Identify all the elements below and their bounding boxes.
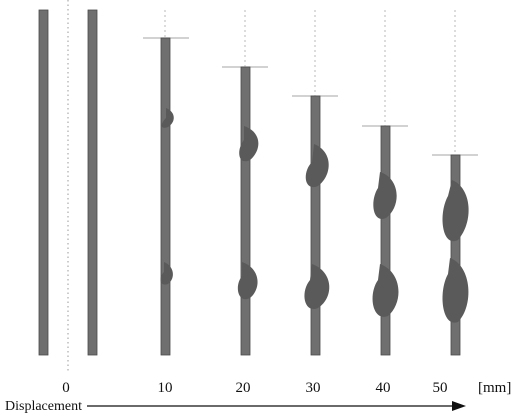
- tick-label-10: 10: [158, 380, 173, 396]
- column-30mm: [292, 10, 338, 356]
- displacement-arrow-head: [452, 401, 466, 411]
- tick-label-20: 20: [236, 380, 251, 396]
- axis-title: Displacement: [5, 399, 82, 414]
- reference-column: [38, 9, 49, 356]
- column-0mm: [87, 9, 98, 356]
- column-10mm: [143, 10, 189, 356]
- tick-label-0: 0: [62, 380, 70, 396]
- column-40mm: [362, 10, 408, 356]
- tick-label-40: 40: [376, 380, 391, 396]
- column-50mm: [432, 10, 478, 356]
- tick-label-50: 50: [433, 380, 448, 396]
- column-20mm: [222, 10, 268, 356]
- tick-label-30: 30: [306, 380, 321, 396]
- axis-unit: [mm]: [478, 380, 511, 396]
